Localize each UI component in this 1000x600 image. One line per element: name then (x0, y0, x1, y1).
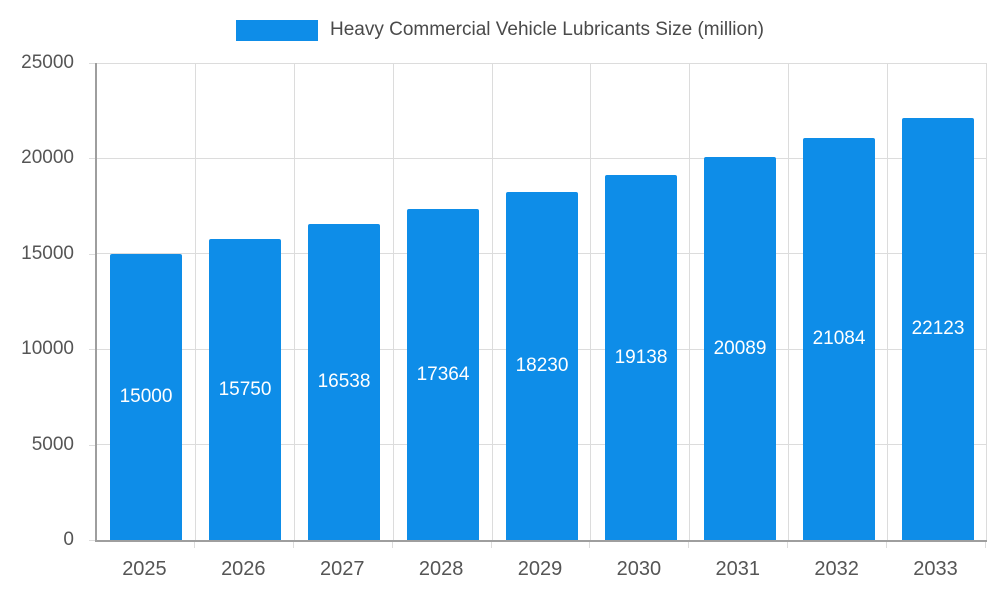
x-tick-mark (787, 542, 788, 548)
bar-2033: 22123 (902, 118, 974, 540)
v-gridline (788, 63, 789, 540)
v-gridline (294, 63, 295, 540)
bar-value-label: 15750 (218, 378, 272, 400)
v-gridline (195, 63, 196, 540)
bar-2026: 15750 (209, 239, 281, 540)
bar-2030: 19138 (605, 175, 677, 540)
x-tick-label: 2030 (616, 558, 662, 580)
legend[interactable]: Heavy Commercial Vehicle Lubricants Size… (0, 16, 1000, 44)
y-tick-mark (89, 253, 95, 255)
bar-value-label: 21084 (812, 328, 866, 349)
v-gridline (887, 63, 888, 540)
bar-value-label: 18230 (515, 355, 569, 376)
y-axis-tick-labels: 0 5000 10000 15000 20000 25000 (0, 52, 84, 550)
bar-value-label: 17364 (416, 363, 470, 385)
bar-value-label: 20089 (713, 337, 767, 359)
bar-value-label: 16538 (317, 371, 371, 392)
x-axis-tick-labels: 2025 2026 2027 2028 2029 2030 2031 2032 2033 (95, 556, 985, 586)
bar-2028: 17364 (407, 209, 479, 540)
x-tick-mark (392, 542, 393, 548)
plot-area: 15000 15750 16538 17364 18230 19138 20089 21084… (95, 62, 987, 542)
y-tick-mark (89, 444, 95, 446)
x-tick-label: 2026 (221, 558, 266, 580)
y-tick-label: 25000 (21, 52, 74, 73)
x-tick-mark (985, 542, 986, 548)
x-tick-mark (293, 542, 294, 548)
bar-2032: 21084 (803, 138, 875, 540)
v-gridline (492, 63, 493, 540)
bar-value-label: 15000 (119, 386, 173, 407)
bar-value-label: 19138 (614, 346, 668, 368)
y-tick-mark (89, 540, 95, 541)
x-tick-mark (194, 542, 195, 548)
h-gridline (97, 157, 987, 159)
x-tick-label: 2028 (418, 558, 464, 580)
x-tick-label: 2029 (517, 558, 563, 580)
bar-2027: 16538 (308, 224, 380, 540)
x-tick-label: 2033 (913, 558, 958, 580)
x-tick-label: 2031 (715, 558, 761, 580)
y-tick-label: 5000 (31, 433, 74, 455)
x-tick-label: 2025 (122, 558, 167, 580)
v-gridline (689, 63, 690, 540)
bar-2025: 15000 (110, 254, 182, 540)
x-tick-mark (491, 542, 492, 548)
y-tick-mark (89, 349, 95, 351)
x-tick-mark (589, 542, 590, 548)
x-tick-label: 2027 (319, 558, 365, 580)
legend-label: Heavy Commercial Vehicle Lubricants Size… (330, 19, 764, 40)
bar-2031: 20089 (704, 157, 776, 540)
y-tick-label: 20000 (21, 147, 74, 169)
h-gridline (97, 62, 987, 64)
bar-value-label: 22123 (911, 318, 965, 339)
x-tick-label: 2032 (814, 558, 859, 580)
legend-swatch[interactable] (236, 19, 318, 41)
y-tick-label: 0 (63, 529, 74, 550)
y-tick-mark (89, 158, 95, 160)
x-tick-mark (886, 542, 887, 548)
v-gridline (590, 63, 591, 540)
y-tick-label: 15000 (21, 242, 74, 264)
x-tick-mark (688, 542, 689, 548)
v-gridline (393, 63, 394, 540)
y-tick-label: 10000 (21, 338, 74, 360)
bar-2029: 18230 (506, 192, 578, 540)
y-tick-mark (89, 63, 95, 64)
v-gridline (986, 63, 987, 540)
